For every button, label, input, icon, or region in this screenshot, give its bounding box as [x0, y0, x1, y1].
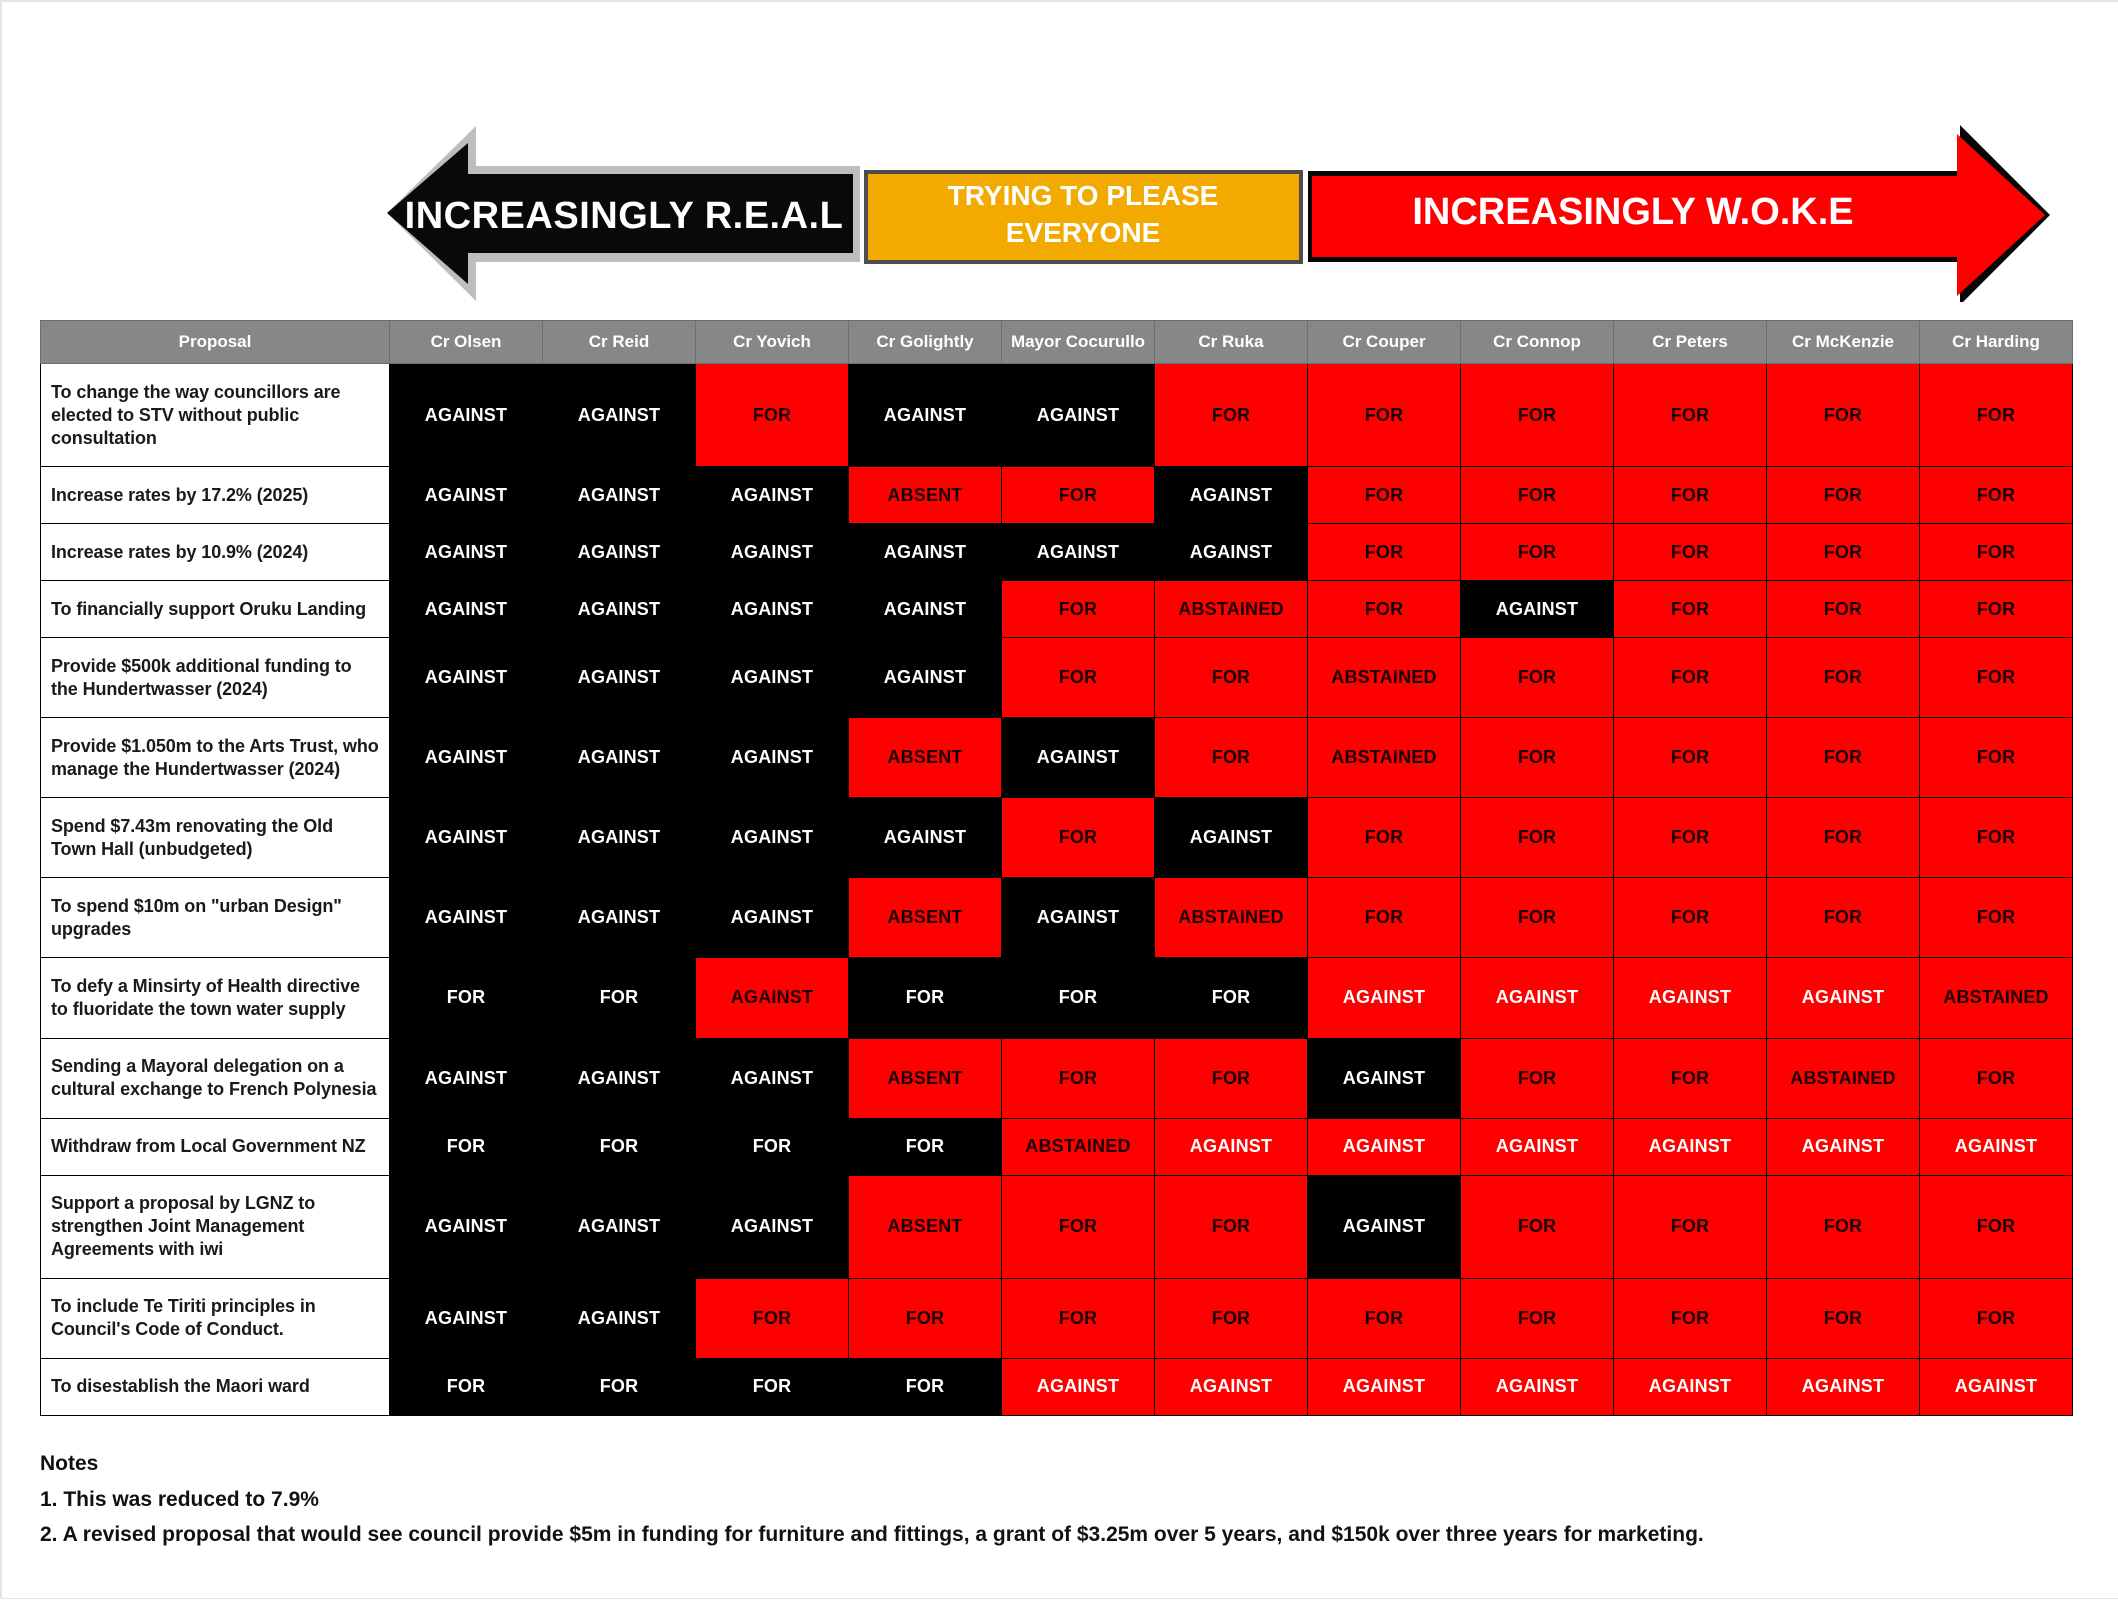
svg-text:INCREASINGLY W.O.K.E: INCREASINGLY W.O.K.E — [1412, 191, 1853, 233]
svg-text:EVERYONE: EVERYONE — [1006, 217, 1161, 248]
svg-text:INCREASINGLY R.E.A.L: INCREASINGLY R.E.A.L — [405, 195, 844, 237]
svg-text:TRYING TO PLEASE: TRYING TO PLEASE — [948, 180, 1219, 211]
